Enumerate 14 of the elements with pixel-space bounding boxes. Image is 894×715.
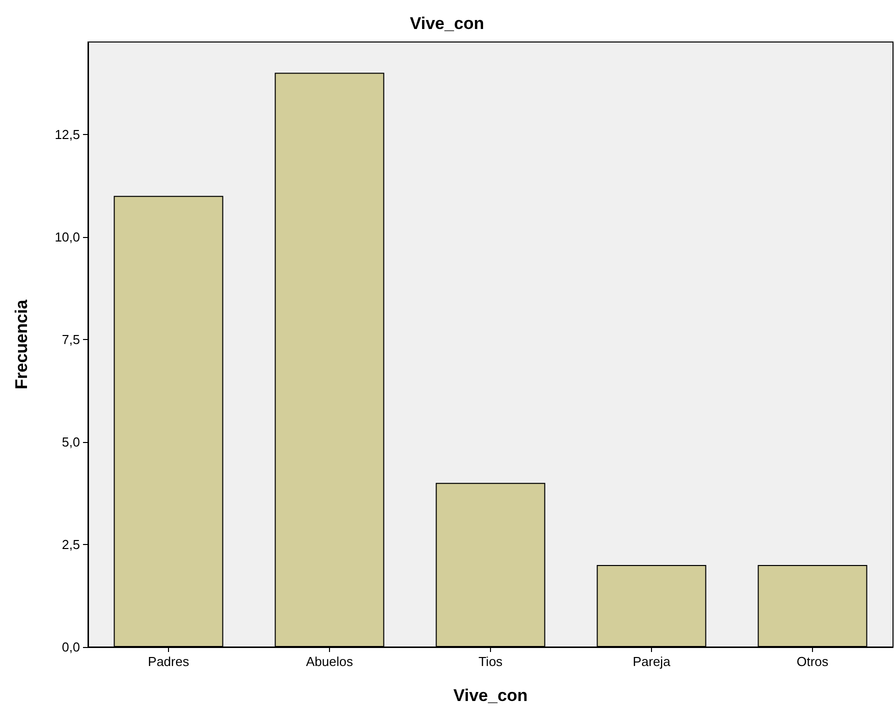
y-axis-title: Frecuencia bbox=[12, 299, 31, 390]
y-tick-label: 12,5 bbox=[54, 126, 80, 142]
y-tick-label: 10,0 bbox=[54, 229, 80, 244]
y-tick-label: 7,5 bbox=[62, 332, 80, 347]
y-tick-label: 5,0 bbox=[62, 434, 80, 450]
x-tick-label: Pareja bbox=[632, 654, 672, 669]
x-axis-title: Vive_con bbox=[453, 686, 528, 705]
x-tick-label: Otros bbox=[796, 654, 829, 669]
x-tick-label: Tios bbox=[478, 654, 504, 669]
x-tick-label: Padres bbox=[148, 654, 190, 669]
y-tick-label: 2,5 bbox=[62, 536, 80, 552]
y-tick-label: 0,0 bbox=[62, 640, 80, 654]
x-tick-label: Abuelos bbox=[306, 654, 354, 669]
chart-title: Vive_con bbox=[410, 14, 484, 33]
